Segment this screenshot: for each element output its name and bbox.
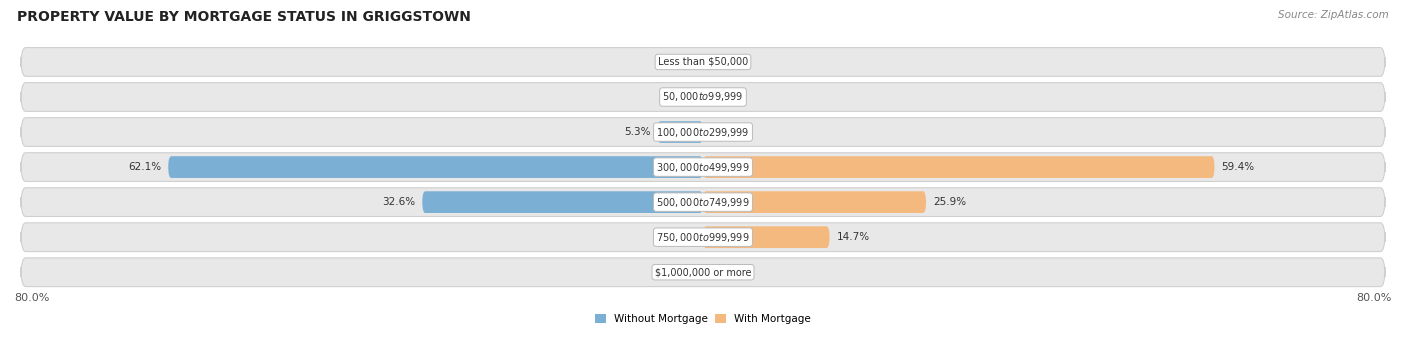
FancyBboxPatch shape <box>21 118 1385 146</box>
FancyBboxPatch shape <box>21 223 1385 252</box>
Text: 25.9%: 25.9% <box>934 197 966 207</box>
Text: 0.0%: 0.0% <box>669 232 696 242</box>
Text: $100,000 to $299,999: $100,000 to $299,999 <box>657 125 749 138</box>
FancyBboxPatch shape <box>703 226 830 248</box>
Text: 0.0%: 0.0% <box>710 267 737 277</box>
Text: 62.1%: 62.1% <box>128 162 162 172</box>
Text: 0.0%: 0.0% <box>669 57 696 67</box>
Text: Less than $50,000: Less than $50,000 <box>658 57 748 67</box>
FancyBboxPatch shape <box>422 191 703 213</box>
Text: PROPERTY VALUE BY MORTGAGE STATUS IN GRIGGSTOWN: PROPERTY VALUE BY MORTGAGE STATUS IN GRI… <box>17 10 471 24</box>
Text: $500,000 to $749,999: $500,000 to $749,999 <box>657 196 749 209</box>
Text: 80.0%: 80.0% <box>1357 293 1392 303</box>
Text: 59.4%: 59.4% <box>1222 162 1254 172</box>
Text: $1,000,000 or more: $1,000,000 or more <box>655 267 751 277</box>
Text: $300,000 to $499,999: $300,000 to $499,999 <box>657 161 749 174</box>
FancyBboxPatch shape <box>169 156 703 178</box>
FancyBboxPatch shape <box>21 83 1385 112</box>
FancyBboxPatch shape <box>703 191 927 213</box>
Legend: Without Mortgage, With Mortgage: Without Mortgage, With Mortgage <box>591 310 815 328</box>
Text: 0.0%: 0.0% <box>710 57 737 67</box>
Text: $750,000 to $999,999: $750,000 to $999,999 <box>657 231 749 244</box>
Text: 14.7%: 14.7% <box>837 232 869 242</box>
Text: 0.0%: 0.0% <box>669 92 696 102</box>
Text: 0.0%: 0.0% <box>710 127 737 137</box>
Text: 5.3%: 5.3% <box>624 127 651 137</box>
FancyBboxPatch shape <box>703 156 1215 178</box>
FancyBboxPatch shape <box>21 48 1385 76</box>
Text: 80.0%: 80.0% <box>14 293 49 303</box>
FancyBboxPatch shape <box>21 153 1385 181</box>
Text: 0.0%: 0.0% <box>669 267 696 277</box>
FancyBboxPatch shape <box>658 121 703 143</box>
FancyBboxPatch shape <box>21 188 1385 217</box>
FancyBboxPatch shape <box>21 258 1385 286</box>
Text: 32.6%: 32.6% <box>382 197 415 207</box>
Text: 0.0%: 0.0% <box>710 92 737 102</box>
Text: $50,000 to $99,999: $50,000 to $99,999 <box>662 90 744 104</box>
Text: Source: ZipAtlas.com: Source: ZipAtlas.com <box>1278 10 1389 20</box>
